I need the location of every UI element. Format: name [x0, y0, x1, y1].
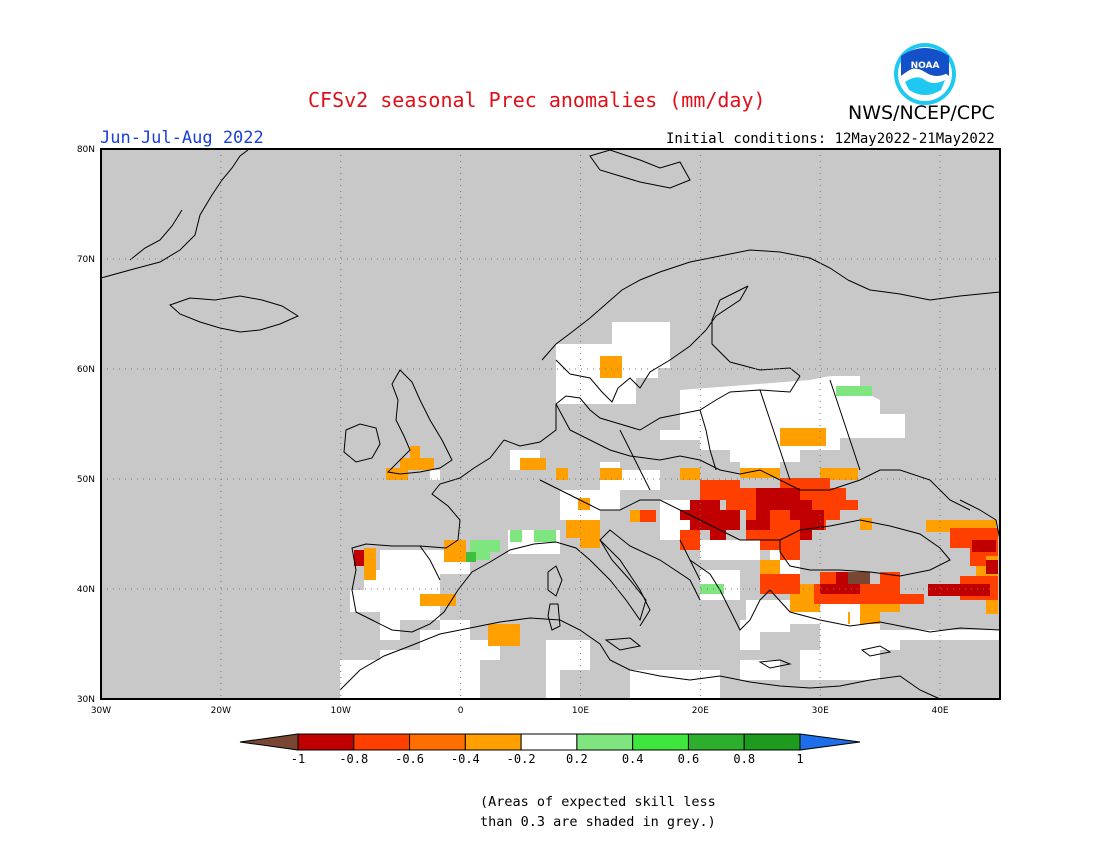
latitude-tick-label: 30N	[77, 695, 95, 705]
latitude-labels: 80N 70N 60N 50N 40N 30N	[77, 145, 95, 705]
longitude-tick-label: 40E	[931, 706, 948, 716]
latitude-tick-label: 70N	[77, 255, 95, 265]
colorbar-tick-label: 0.4	[621, 752, 644, 766]
near-normal-areas	[340, 322, 1000, 699]
colorbar-swatch	[353, 733, 411, 751]
colorbar-labels: -1 -0.8 -0.6 -0.4 -0.2 0.2 0.4 0.6 0.8 1	[0, 752, 1100, 770]
longitude-tick-label: 20E	[692, 706, 709, 716]
colorbar-swatch	[464, 733, 522, 751]
noaa-logo-text: NOAA	[911, 61, 940, 71]
longitude-tick-label: 30W	[91, 706, 111, 716]
colorbar-tick-label: 0.6	[677, 752, 700, 766]
skill-note-line2: than 0.3 are shaded in grey.)	[480, 814, 716, 830]
colorbar-min-arrow	[239, 733, 299, 751]
colorbar-swatch	[297, 733, 355, 751]
colorbar-swatch	[576, 733, 634, 751]
colorbar-max-arrow	[799, 733, 861, 751]
noaa-logo: NOAA	[894, 43, 956, 105]
longitude-tick-label: 10W	[331, 706, 351, 716]
colorbar-swatch	[632, 733, 689, 751]
colorbar-tick-label: 0.2	[566, 752, 588, 766]
skill-note-line1: (Areas of expected skill less	[480, 794, 716, 810]
colorbar-tick-label: -1	[290, 752, 306, 766]
colorbar	[239, 733, 861, 751]
dry-anomaly-extreme	[848, 572, 870, 584]
longitude-tick-label: 30E	[812, 706, 829, 716]
colorbar-tick-label: -0.4	[450, 752, 480, 766]
longitude-tick-label: 10E	[572, 706, 589, 716]
latitude-tick-label: 40N	[77, 585, 95, 595]
map-frame	[100, 148, 1001, 700]
coastlines	[100, 149, 1001, 700]
latitude-tick-label: 80N	[77, 145, 95, 155]
colorbar-swatch	[743, 733, 801, 751]
colorbar-swatch	[409, 733, 466, 751]
longitude-labels: 30W 20W 10W 0 10E 20E 30E 40E	[91, 706, 949, 716]
colorbar-swatch	[520, 733, 578, 751]
positive-anomaly-areas	[470, 386, 872, 594]
season-label: Jun-Jul-Aug 2022	[100, 128, 264, 148]
agency-label: NWS/NCEP/CPC	[848, 102, 995, 124]
latitude-tick-label: 50N	[77, 475, 95, 485]
colorbar-tick-label: 1	[796, 752, 804, 766]
dry-anomaly-strong	[354, 488, 998, 596]
colorbar-tick-label: -0.6	[395, 752, 424, 766]
longitude-tick-label: 0	[458, 706, 464, 716]
colorbar-tick-label: -0.8	[339, 752, 369, 766]
initial-conditions-label: Initial conditions: 12May2022-21May2022	[666, 131, 995, 147]
latitude-tick-label: 60N	[77, 365, 95, 375]
positive-anomaly-cell	[466, 552, 476, 562]
colorbar-tick-label: -0.2	[506, 752, 536, 766]
colorbar-tick-label: 0.8	[733, 752, 756, 766]
chart-title: CFSv2 seasonal Prec anomalies (mm/day)	[308, 88, 766, 112]
longitude-tick-label: 20W	[211, 706, 231, 716]
colorbar-swatch	[687, 733, 745, 751]
skill-note: (Areas of expected skill less than 0.3 a…	[480, 792, 716, 832]
